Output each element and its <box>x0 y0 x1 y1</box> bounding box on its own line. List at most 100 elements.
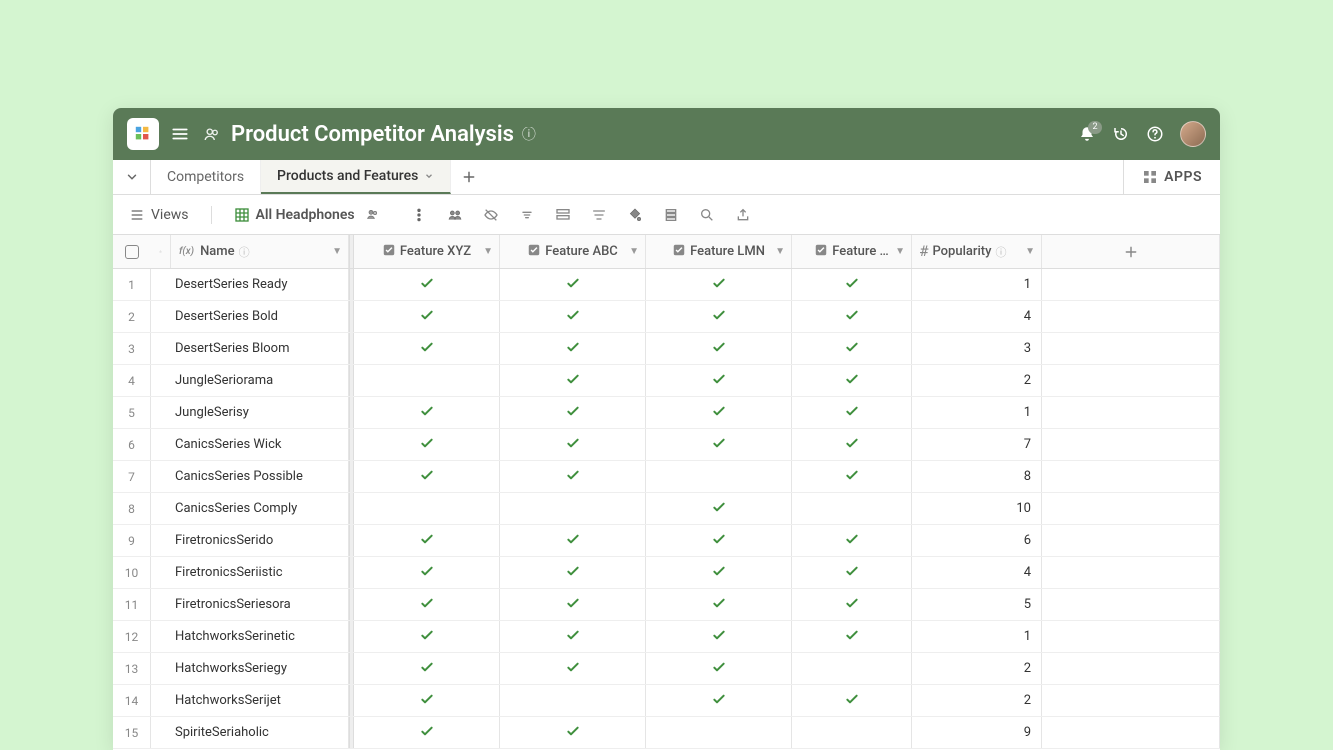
app-logo[interactable] <box>127 118 159 150</box>
cell-feature-xyz[interactable] <box>354 365 500 396</box>
cell-name[interactable]: HatchworksSerijet <box>171 685 349 716</box>
cell-feature-abc[interactable] <box>500 301 646 332</box>
chevron-down-icon[interactable]: ▼ <box>895 246 905 257</box>
cell-feature-xyz[interactable] <box>354 557 500 588</box>
notifications-icon[interactable]: 2 <box>1078 125 1096 143</box>
current-view-button[interactable]: All Headphones <box>228 203 387 227</box>
table-row[interactable]: 8CanicsSeries Comply10 <box>113 493 1220 525</box>
table-row[interactable]: 7CanicsSeries Possible8 <box>113 461 1220 493</box>
apps-button[interactable]: APPS <box>1123 160 1220 194</box>
cell-feature-abc[interactable] <box>500 717 646 748</box>
cell-popularity[interactable]: 4 <box>912 557 1042 588</box>
cell-feature-abc[interactable] <box>500 653 646 684</box>
column-feature-xyz[interactable]: Feature XYZ ▼ <box>354 235 500 268</box>
cell-feature-xyz[interactable] <box>354 333 500 364</box>
chevron-down-icon[interactable]: ▼ <box>1025 246 1035 257</box>
views-button[interactable]: Views <box>123 203 195 227</box>
column-popularity[interactable]: # Popularity ⓘ ▼ <box>912 235 1042 268</box>
cell-name[interactable]: CanicsSeries Possible <box>171 461 349 492</box>
cell-popularity[interactable]: 2 <box>912 653 1042 684</box>
more-options-icon[interactable] <box>405 203 433 227</box>
cell-feature-xyz[interactable] <box>354 653 500 684</box>
cell-feature-xyz[interactable] <box>354 525 500 556</box>
cell-feature-4[interactable] <box>792 429 912 460</box>
filter-icon[interactable] <box>513 203 541 227</box>
table-row[interactable]: 10FiretronicsSeriistic4 <box>113 557 1220 589</box>
cell-feature-abc[interactable] <box>500 525 646 556</box>
table-row[interactable]: 9FiretronicsSerido6 <box>113 525 1220 557</box>
table-row[interactable]: 12HatchworksSerinetic1 <box>113 621 1220 653</box>
table-row[interactable]: 11FiretronicsSeriesora5 <box>113 589 1220 621</box>
cell-feature-abc[interactable] <box>500 397 646 428</box>
cell-feature-lmn[interactable] <box>646 397 792 428</box>
chevron-down-icon[interactable]: ▼ <box>629 246 639 257</box>
column-feature-lmn[interactable]: Feature LMN ▼ <box>646 235 792 268</box>
add-table-button[interactable] <box>451 160 487 194</box>
cell-name[interactable]: CanicsSeries Comply <box>171 493 349 524</box>
cell-feature-4[interactable] <box>792 621 912 652</box>
cell-feature-abc[interactable] <box>500 429 646 460</box>
cell-name[interactable]: DesertSeries Bloom <box>171 333 349 364</box>
cell-feature-4[interactable] <box>792 685 912 716</box>
cell-popularity[interactable]: 1 <box>912 269 1042 300</box>
row-height-icon[interactable] <box>657 203 685 227</box>
cell-feature-xyz[interactable] <box>354 589 500 620</box>
cell-feature-lmn[interactable] <box>646 557 792 588</box>
cell-feature-abc[interactable] <box>500 365 646 396</box>
cell-feature-lmn[interactable] <box>646 365 792 396</box>
cell-popularity[interactable]: 3 <box>912 333 1042 364</box>
chevron-down-icon[interactable]: ▼ <box>483 246 493 257</box>
cell-feature-lmn[interactable] <box>646 589 792 620</box>
cell-popularity[interactable]: 8 <box>912 461 1042 492</box>
cell-feature-abc[interactable] <box>500 269 646 300</box>
table-row[interactable]: 1DesertSeries Ready1 <box>113 269 1220 301</box>
color-icon[interactable] <box>621 203 649 227</box>
cell-feature-4[interactable] <box>792 461 912 492</box>
cell-popularity[interactable]: 7 <box>912 429 1042 460</box>
cell-feature-abc[interactable] <box>500 493 646 524</box>
cell-popularity[interactable]: 10 <box>912 493 1042 524</box>
cell-feature-lmn[interactable] <box>646 717 792 748</box>
cell-feature-lmn[interactable] <box>646 333 792 364</box>
search-icon[interactable] <box>693 203 721 227</box>
group-icon[interactable] <box>549 203 577 227</box>
table-row[interactable]: 13HatchworksSeriegy2 <box>113 653 1220 685</box>
cell-name[interactable]: SpiriteSeriaholic <box>171 717 349 748</box>
cell-feature-lmn[interactable] <box>646 269 792 300</box>
cell-name[interactable]: CanicsSeries Wick <box>171 429 349 460</box>
cell-popularity[interactable]: 2 <box>912 365 1042 396</box>
cell-feature-xyz[interactable] <box>354 685 500 716</box>
chevron-down-icon[interactable]: ▼ <box>332 246 342 257</box>
cell-name[interactable]: HatchworksSeriegy <box>171 653 349 684</box>
cell-feature-4[interactable] <box>792 589 912 620</box>
history-icon[interactable] <box>1112 125 1130 143</box>
info-icon[interactable]: ⓘ <box>522 124 536 144</box>
cell-feature-abc[interactable] <box>500 461 646 492</box>
cell-popularity[interactable]: 9 <box>912 717 1042 748</box>
cell-name[interactable]: FiretronicsSeriistic <box>171 557 349 588</box>
people-icon[interactable] <box>441 203 469 227</box>
cell-feature-lmn[interactable] <box>646 525 792 556</box>
base-title[interactable]: Product Competitor Analysis <box>231 122 514 147</box>
select-all-checkbox[interactable] <box>113 235 151 268</box>
cell-feature-lmn[interactable] <box>646 301 792 332</box>
cell-feature-xyz[interactable] <box>354 461 500 492</box>
column-name[interactable]: f(x) Name ⓘ ▼ <box>171 235 349 268</box>
cell-feature-4[interactable] <box>792 301 912 332</box>
tab-competitors[interactable]: Competitors <box>151 160 261 194</box>
hide-fields-icon[interactable] <box>477 203 505 227</box>
cell-feature-lmn[interactable] <box>646 653 792 684</box>
cell-feature-xyz[interactable] <box>354 717 500 748</box>
cell-popularity[interactable]: 5 <box>912 589 1042 620</box>
cell-popularity[interactable]: 1 <box>912 397 1042 428</box>
cell-feature-lmn[interactable] <box>646 685 792 716</box>
cell-feature-4[interactable] <box>792 269 912 300</box>
chevron-down-icon[interactable]: ▼ <box>775 246 785 257</box>
table-row[interactable]: 5JungleSerisy1 <box>113 397 1220 429</box>
cell-feature-4[interactable] <box>792 397 912 428</box>
cell-feature-4[interactable] <box>792 333 912 364</box>
column-feature-abc[interactable]: Feature ABC ▼ <box>500 235 646 268</box>
cell-feature-4[interactable] <box>792 493 912 524</box>
table-row[interactable]: 14HatchworksSerijet2 <box>113 685 1220 717</box>
table-row[interactable]: 3DesertSeries Bloom3 <box>113 333 1220 365</box>
